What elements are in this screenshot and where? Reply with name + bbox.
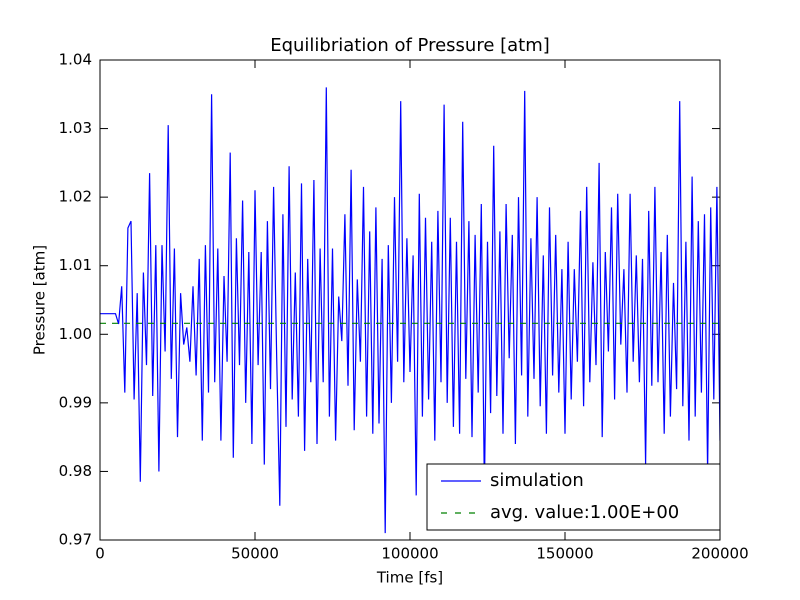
data-line <box>100 87 720 534</box>
x-tick-label: 50000 <box>231 545 279 563</box>
y-axis-label: Pressure [atm] <box>31 245 49 355</box>
y-tick-label: 1.02 <box>59 188 92 206</box>
x-tick-label: 0 <box>95 545 105 563</box>
y-tick-label: 1.03 <box>59 119 92 137</box>
chart-title: Equilibriation of Pressure [atm] <box>270 35 550 56</box>
plot-frame <box>99 59 721 541</box>
x-tick-label: 100000 <box>381 545 438 563</box>
y-tick-label: 0.98 <box>59 462 92 480</box>
x-tick-label: 150000 <box>536 545 593 563</box>
legend-label: avg. value:1.00E+00 <box>490 502 679 523</box>
y-tick-label: 1.01 <box>59 256 92 274</box>
x-axis-label: Time [fs] <box>376 569 443 587</box>
x-tick-label: 200000 <box>691 545 748 563</box>
legend-label: simulation <box>490 470 584 491</box>
y-tick-label: 1.00 <box>59 325 92 343</box>
y-tick-label: 0.97 <box>59 531 92 549</box>
legend-box <box>426 463 721 531</box>
y-tick-label: 1.04 <box>59 51 92 69</box>
y-tick-label: 0.99 <box>59 393 92 411</box>
